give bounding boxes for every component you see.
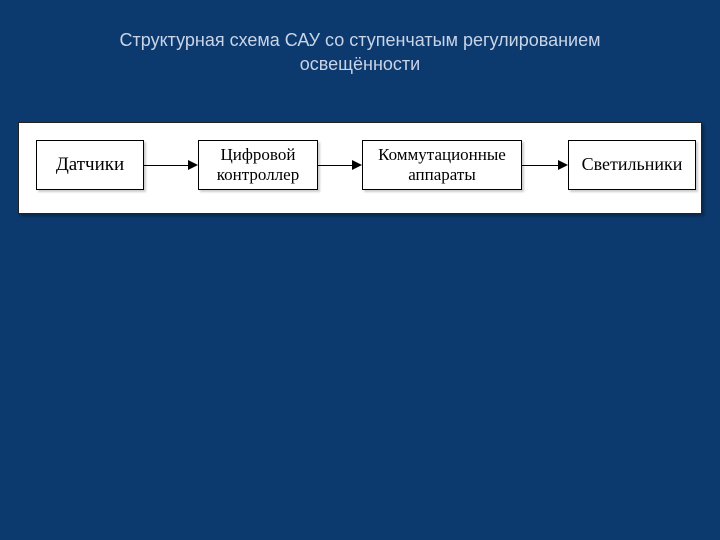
flow-node-n1: Датчики [36,140,144,190]
flow-node-label: Цифровойконтроллер [217,145,299,186]
flow-node-n3: Коммутационныеаппараты [362,140,522,190]
flow-arrow-line [318,165,352,166]
flow-arrow-head [558,160,568,170]
flow-node-label: Светильники [582,154,683,176]
flow-node-label: Датчики [56,154,124,177]
flow-arrow-head [188,160,198,170]
flow-node-label: Коммутационныеаппараты [378,145,506,186]
flow-arrow-line [144,165,188,166]
flow-arrow-line [522,165,558,166]
flow-node-n2: Цифровойконтроллер [198,140,318,190]
flow-node-n4: Светильники [568,140,696,190]
flow-arrow-head [352,160,362,170]
page-title: Структурная схема САУ со ступенчатым рег… [90,28,630,77]
